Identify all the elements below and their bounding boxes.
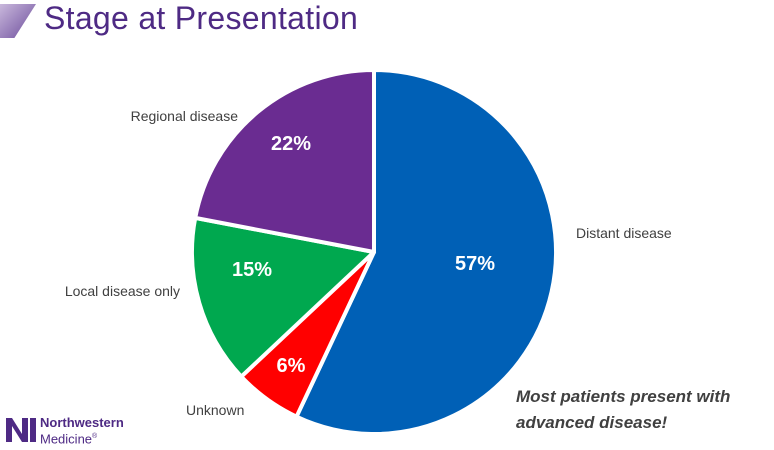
callout-line-2: advanced disease!: [516, 413, 668, 432]
pie-percent-label-distant: 57%: [455, 253, 495, 275]
pie-category-label-regional: Regional disease: [131, 108, 239, 124]
callout-text: Most patients present with advanced dise…: [516, 384, 770, 436]
logo-line-2-text: Medicine: [40, 431, 93, 447]
pie-category-label-local: Local disease only: [65, 283, 180, 299]
pie-percent-label-regional: 22%: [271, 133, 311, 155]
logo-text: Northwestern Medicine®: [40, 416, 124, 446]
pie-category-label-distant: Distant disease: [576, 225, 672, 241]
pie-percent-label-unknown: 6%: [277, 355, 306, 377]
northwestern-logo-icon: [6, 418, 36, 442]
page-title: Stage at Presentation: [44, 0, 359, 36]
pie-slice-distant: [294, 68, 558, 436]
pie-category-label-unknown: Unknown: [186, 402, 244, 418]
logo-registered-mark: ®: [92, 433, 98, 440]
pie-percent-label-local: 15%: [232, 259, 272, 281]
logo-line-2: Medicine®: [40, 430, 124, 446]
pie-slice-local: [190, 215, 376, 379]
logo-line-1: Northwestern: [40, 415, 124, 430]
callout-line-1: Most patients present with: [516, 387, 731, 406]
pie-slice-regional: [193, 68, 376, 254]
